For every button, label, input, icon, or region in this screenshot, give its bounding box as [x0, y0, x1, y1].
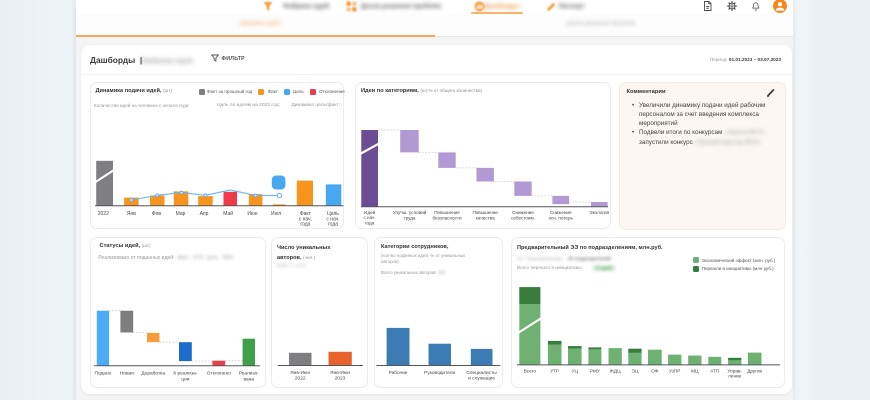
svg-text:безопасности: безопасности	[432, 216, 461, 221]
svg-text:УТР: УТР	[550, 369, 559, 374]
svg-text:Июн: Июн	[247, 211, 257, 217]
svg-text:Идей: Идей	[364, 209, 376, 215]
svg-text:МЦ: МЦ	[691, 369, 699, 374]
svg-text:с нач.: с нач.	[326, 216, 339, 222]
svg-text:ЖДЦ: ЖДЦ	[610, 369, 622, 374]
svg-text:Отклонено: Отклонено	[207, 371, 232, 377]
svg-text:и служащие: и служащие	[468, 377, 495, 382]
svg-text:Руководители: Руководители	[424, 370, 455, 376]
svg-text:себестоим.: себестоим.	[511, 216, 535, 221]
svg-text:2022: 2022	[295, 375, 306, 381]
svg-text:осн. потерь: осн. потерь	[548, 216, 573, 221]
svg-text:года: года	[300, 222, 310, 228]
svg-text:К реализа-: К реализа-	[173, 371, 197, 377]
svg-text:2023: 2023	[335, 375, 346, 381]
svg-text:Всего: Всего	[524, 369, 537, 374]
svg-text:Новая: Новая	[120, 371, 134, 377]
svg-text:качества: качества	[476, 216, 495, 221]
svg-text:года: года	[365, 220, 375, 225]
svg-text:Улучш. условий: Улучш. условий	[393, 209, 427, 215]
svg-text:Снижение: Снижение	[550, 210, 572, 215]
svg-text:ОФ: ОФ	[651, 369, 659, 374]
svg-text:Повышение: Повышение	[434, 210, 460, 215]
svg-text:Рабочие: Рабочие	[389, 370, 408, 376]
svg-text:АТП: АТП	[710, 369, 719, 374]
svg-text:Янв: Янв	[127, 211, 136, 217]
svg-text:УЦ: УЦ	[572, 369, 579, 374]
svg-text:Май: Май	[223, 210, 233, 217]
svg-text:Доработка: Доработка	[141, 371, 165, 377]
svg-text:ЭЦ: ЭЦ	[631, 369, 638, 374]
svg-text:РМУ: РМУ	[590, 369, 600, 374]
svg-text:Реализо-: Реализо-	[239, 371, 260, 377]
svg-text:Другие: Другие	[747, 369, 762, 374]
svg-text:Цель: Цель	[327, 211, 339, 217]
svg-text:ление: ление	[728, 374, 742, 379]
svg-text:Мар: Мар	[176, 211, 186, 217]
svg-text:Апр: Апр	[200, 211, 209, 217]
svg-text:Фев: Фев	[152, 211, 162, 217]
svg-text:Янв-Июн: Янв-Июн	[290, 370, 310, 376]
svg-text:вана: вана	[244, 378, 255, 383]
svg-text:Специалисты: Специалисты	[466, 370, 497, 376]
svg-text:2022: 2022	[98, 211, 109, 217]
svg-text:Факт: Факт	[300, 211, 312, 217]
svg-text:Июл: Июл	[271, 211, 281, 217]
svg-text:с нач.: с нач.	[299, 216, 312, 222]
svg-text:Снижение: Снижение	[512, 210, 534, 215]
svg-text:года: года	[328, 222, 338, 228]
svg-text:Экология: Экология	[589, 210, 609, 215]
svg-text:труда: труда	[404, 216, 416, 221]
svg-text:УзПР: УзПР	[669, 369, 680, 374]
svg-text:Управ-: Управ-	[727, 369, 742, 374]
svg-text:с нач.: с нач.	[363, 215, 375, 220]
svg-text:Подано: Подано	[95, 371, 112, 377]
svg-text:Повышение: Повышение	[472, 210, 498, 215]
svg-text:Янв-Июн: Янв-Июн	[330, 370, 350, 376]
svg-text:ции: ции	[181, 378, 189, 383]
